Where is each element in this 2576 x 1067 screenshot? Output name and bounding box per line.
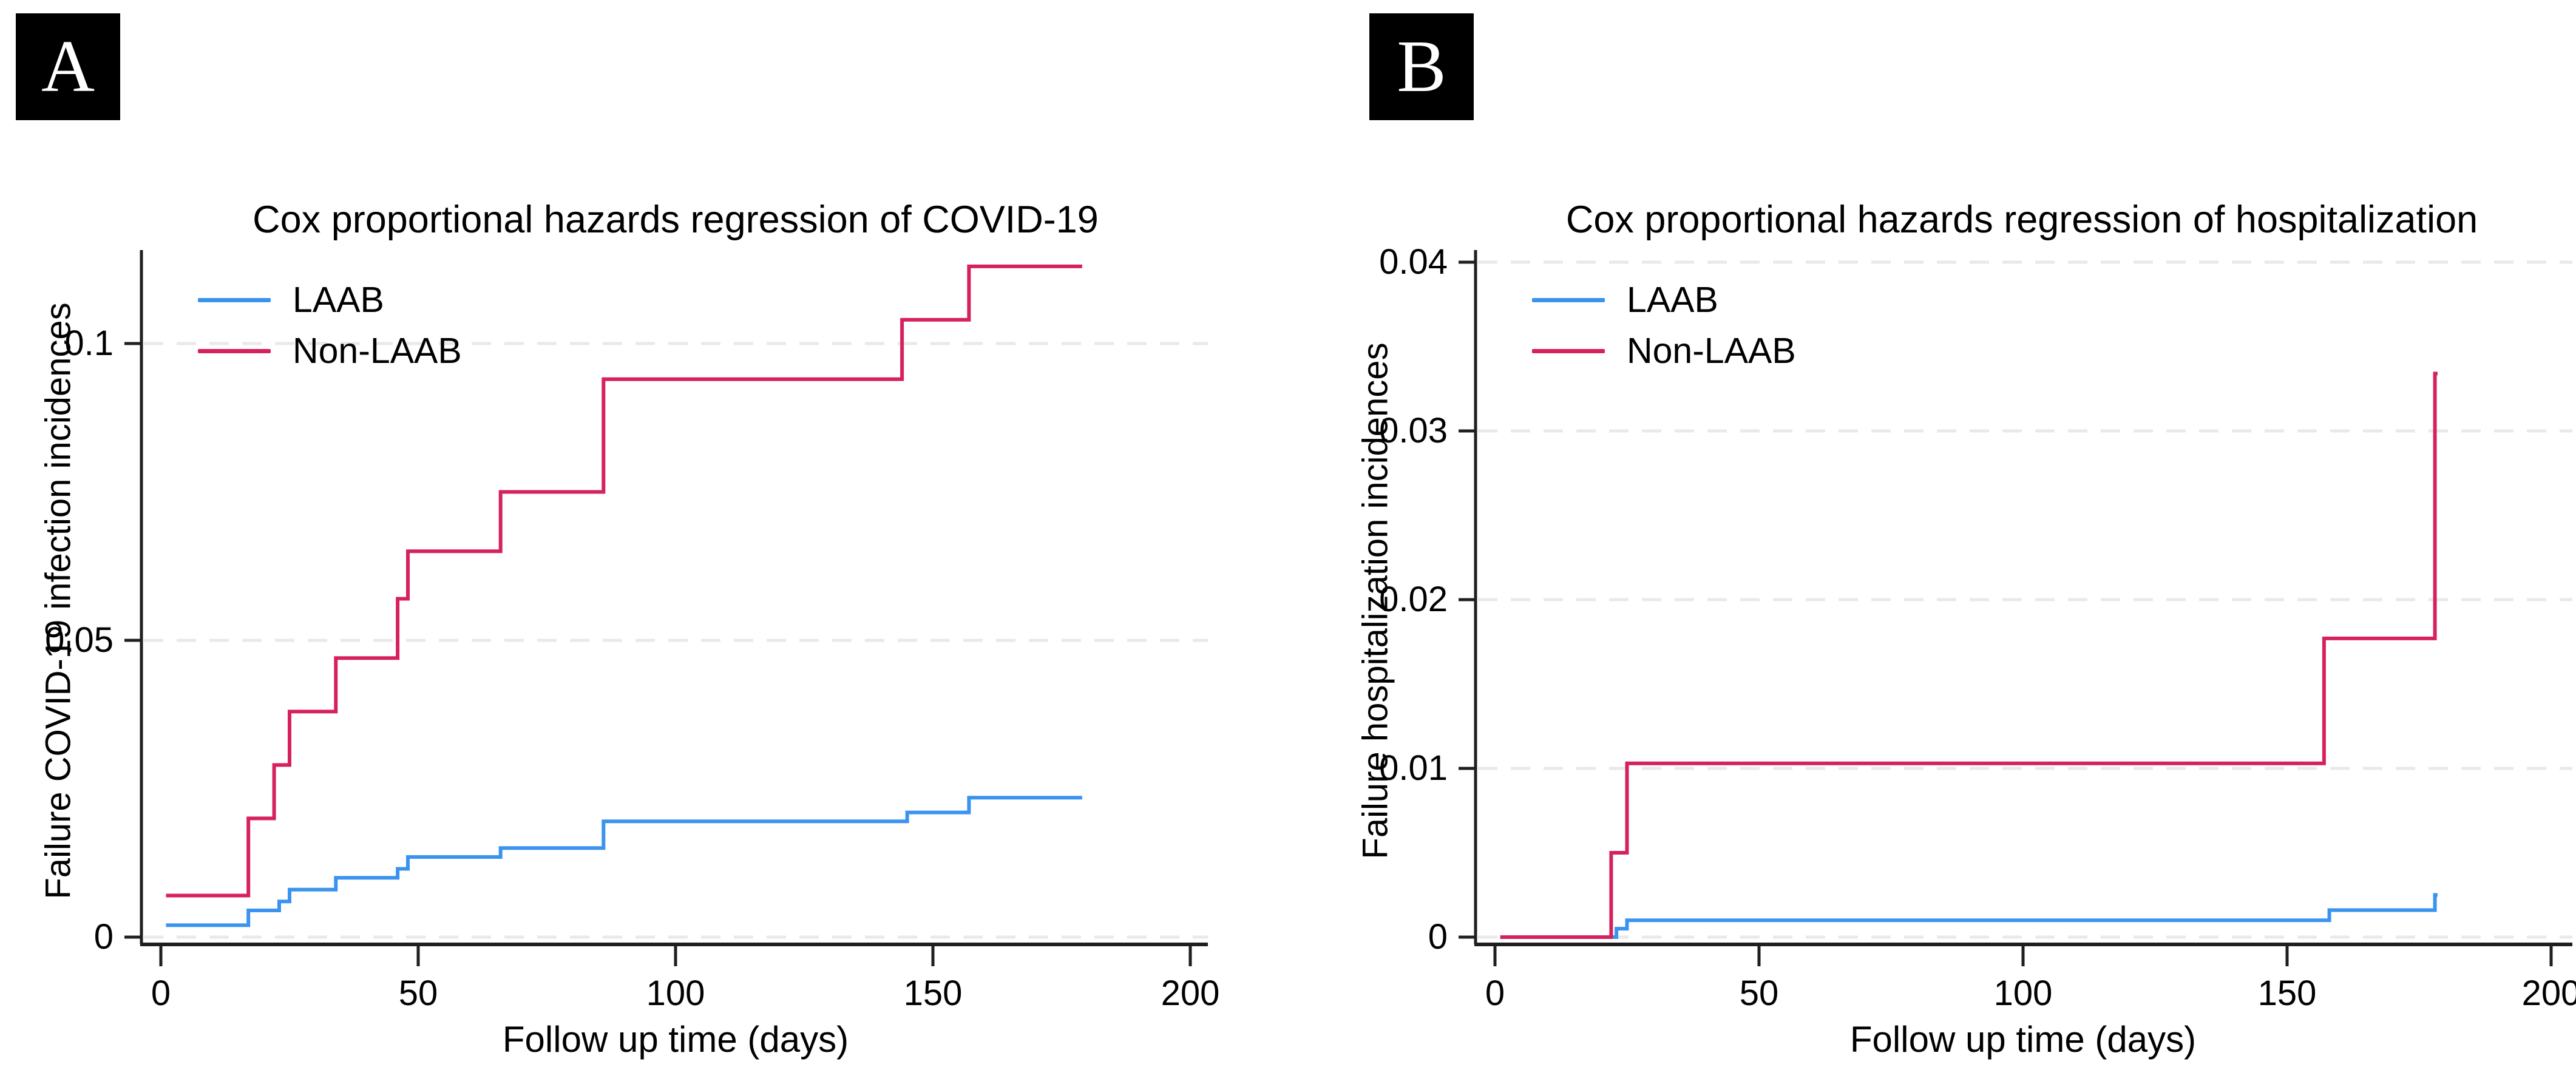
x-tick-label: 200	[1161, 974, 1220, 1013]
y-tick-label: 0	[93, 917, 114, 957]
panel-label-box-a: A	[16, 13, 120, 120]
legend-label-non-laab: Non-LAAB	[1627, 330, 1796, 371]
chart-title-a: Cox proportional hazards regression of C…	[253, 198, 1099, 241]
series-laab-panel-a	[166, 796, 1082, 927]
legend-label-laab: LAAB	[1627, 279, 1718, 320]
legend-item-non-laab: Non-LAAB	[1532, 331, 1796, 370]
legend-item-laab: LAAB	[1532, 280, 1796, 319]
y-axis-title-a: Failure COVID-19 infection incidences	[38, 302, 78, 899]
y-tick-label: 0.03	[1379, 411, 1448, 450]
x-tick-label: 150	[2257, 974, 2317, 1013]
y-tick-label: 0.1	[64, 323, 114, 363]
series-non-laab-panel-b	[1500, 371, 2438, 939]
x-tick-label: 100	[646, 974, 705, 1013]
x-axis-title-b: Follow up time (days)	[1849, 1019, 2197, 1060]
series-non-laab-panel-a	[166, 264, 1082, 898]
x-tick-label: 50	[1739, 974, 1779, 1013]
panel-letter-a: A	[41, 25, 95, 107]
y-tick-label: 0.05	[45, 620, 114, 660]
y-tick-label: 0.02	[1379, 580, 1448, 619]
x-tick-label: 0	[151, 974, 171, 1013]
legend-label-laab: LAAB	[293, 279, 384, 320]
x-tick-label: 50	[398, 974, 438, 1013]
y-tick-label: 0	[1428, 917, 1448, 957]
laab-line-swatch	[198, 297, 271, 302]
y-tick-label: 0.04	[1379, 242, 1448, 282]
x-tick-label: 200	[2521, 974, 2576, 1013]
non-laab-line-swatch	[1532, 348, 1605, 353]
y-tick-label: 0.01	[1379, 748, 1448, 788]
x-axis-title-a: Follow up time (days)	[502, 1019, 849, 1060]
panel-letter-b: B	[1397, 25, 1446, 107]
series-laab-panel-b	[1500, 893, 2438, 939]
legend-item-non-laab: Non-LAAB	[198, 331, 462, 370]
legend-item-laab: LAAB	[198, 280, 462, 319]
legend-label-non-laab: Non-LAAB	[293, 330, 462, 371]
non-laab-line-swatch	[198, 348, 271, 353]
x-tick-label: 0	[1485, 974, 1505, 1013]
x-tick-label: 150	[903, 974, 963, 1013]
panel-label-box-b: B	[1369, 13, 1474, 120]
legend-a: LAAB Non-LAAB	[198, 280, 462, 370]
laab-line-swatch	[1532, 297, 1605, 302]
chart-title-b: Cox proportional hazards regression of h…	[1565, 198, 2478, 241]
x-tick-label: 100	[1993, 974, 2053, 1013]
legend-b: LAAB Non-LAAB	[1532, 280, 1796, 370]
